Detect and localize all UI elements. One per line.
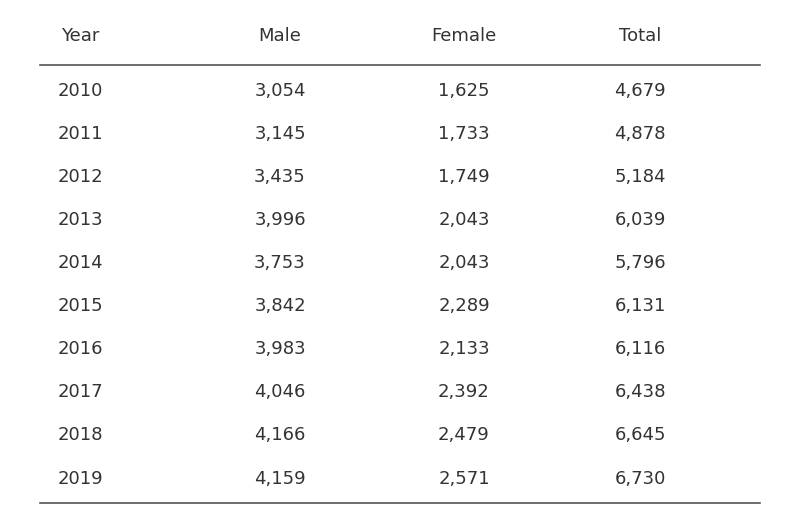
Text: Male: Male <box>258 28 302 45</box>
Text: 2,571: 2,571 <box>438 470 490 487</box>
Text: 2019: 2019 <box>57 470 103 487</box>
Text: Total: Total <box>619 28 661 45</box>
Text: 2015: 2015 <box>57 297 103 315</box>
Text: 2,392: 2,392 <box>438 384 490 401</box>
Text: 2017: 2017 <box>57 384 103 401</box>
Text: 2010: 2010 <box>58 82 102 100</box>
Text: 3,842: 3,842 <box>254 297 306 315</box>
Text: 6,131: 6,131 <box>614 297 666 315</box>
Text: 4,679: 4,679 <box>614 82 666 100</box>
Text: 2018: 2018 <box>58 427 102 444</box>
Text: 6,645: 6,645 <box>614 427 666 444</box>
Text: 3,054: 3,054 <box>254 82 306 100</box>
Text: 2011: 2011 <box>58 125 102 143</box>
Text: 5,184: 5,184 <box>614 168 666 186</box>
Text: 6,730: 6,730 <box>614 470 666 487</box>
Text: 4,166: 4,166 <box>254 427 306 444</box>
Text: 3,753: 3,753 <box>254 254 306 272</box>
Text: 3,435: 3,435 <box>254 168 306 186</box>
Text: 5,796: 5,796 <box>614 254 666 272</box>
Text: 1,749: 1,749 <box>438 168 490 186</box>
Text: 2012: 2012 <box>57 168 103 186</box>
Text: 2,479: 2,479 <box>438 427 490 444</box>
Text: 1,625: 1,625 <box>438 82 490 100</box>
Text: 3,145: 3,145 <box>254 125 306 143</box>
Text: 2,043: 2,043 <box>438 254 490 272</box>
Text: 4,159: 4,159 <box>254 470 306 487</box>
Text: 2,043: 2,043 <box>438 211 490 229</box>
Text: 6,438: 6,438 <box>614 384 666 401</box>
Text: 4,046: 4,046 <box>254 384 306 401</box>
Text: 3,996: 3,996 <box>254 211 306 229</box>
Text: Year: Year <box>61 28 99 45</box>
Text: 2,133: 2,133 <box>438 340 490 358</box>
Text: 4,878: 4,878 <box>614 125 666 143</box>
Text: 2013: 2013 <box>57 211 103 229</box>
Text: 6,116: 6,116 <box>614 340 666 358</box>
Text: 1,733: 1,733 <box>438 125 490 143</box>
Text: 2016: 2016 <box>58 340 102 358</box>
Text: Female: Female <box>431 28 497 45</box>
Text: 3,983: 3,983 <box>254 340 306 358</box>
Text: 2014: 2014 <box>57 254 103 272</box>
Text: 2,289: 2,289 <box>438 297 490 315</box>
Text: 6,039: 6,039 <box>614 211 666 229</box>
